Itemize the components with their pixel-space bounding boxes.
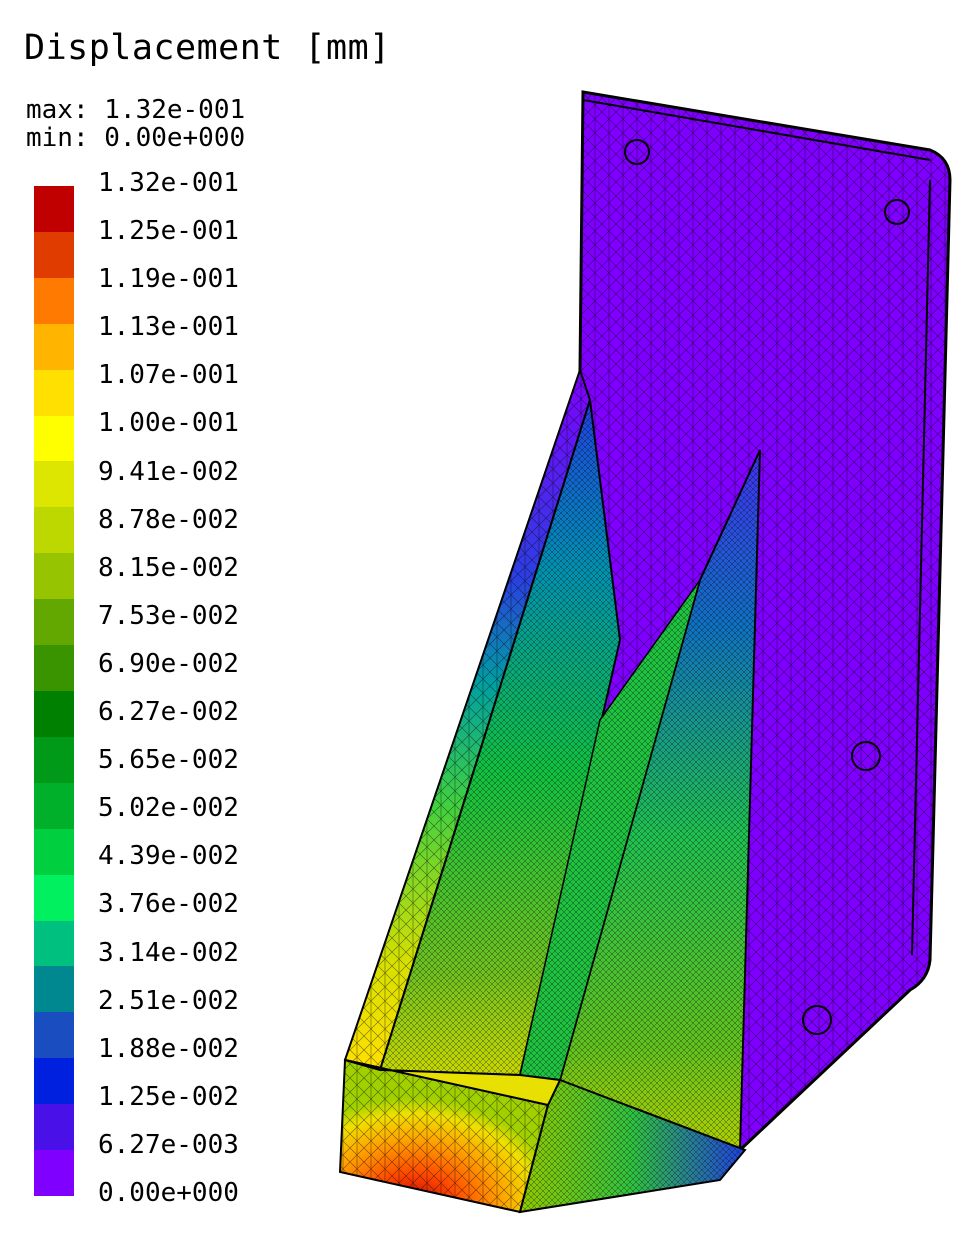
legend-swatch xyxy=(34,415,74,462)
legend-tick-label: 1.19e-001 xyxy=(98,264,239,295)
left-arm xyxy=(343,366,622,1077)
bolt-hole xyxy=(884,199,910,225)
legend-swatch xyxy=(34,1012,74,1059)
legend-tick-label: 5.65e-002 xyxy=(98,745,239,776)
legend-tick-label: 9.41e-002 xyxy=(98,456,239,487)
legend-swatch xyxy=(34,599,74,646)
legend-swatch xyxy=(34,369,74,417)
legend-swatch xyxy=(34,736,74,784)
legend-tick-label: 6.27e-003 xyxy=(98,1129,239,1160)
legend-tick-label: 3.76e-002 xyxy=(98,889,239,920)
legend-swatch xyxy=(34,1058,74,1105)
legend-swatch xyxy=(34,186,74,233)
legend-swatch xyxy=(34,1104,74,1151)
legend-tick-label: 1.13e-001 xyxy=(98,312,239,343)
legend-swatch xyxy=(34,645,74,692)
legend-tick-label: 1.32e-001 xyxy=(98,168,239,198)
right-arm xyxy=(519,449,761,1152)
legend-tick-label: 1.25e-001 xyxy=(98,216,239,247)
legend-swatch xyxy=(34,828,74,876)
legend-tick-label: 1.07e-001 xyxy=(98,360,239,391)
legend-swatch xyxy=(34,782,74,830)
legend-swatch xyxy=(34,461,74,508)
legend-swatch xyxy=(34,553,74,600)
legend-tick-label: 5.02e-002 xyxy=(98,793,239,824)
bolt-hole xyxy=(851,741,881,771)
plot-title: Displacement [mm] xyxy=(24,28,391,68)
legend-swatch xyxy=(34,1150,74,1197)
legend-swatch xyxy=(34,231,74,279)
legend-tick-label: 4.39e-002 xyxy=(98,841,239,872)
legend-tick-label: 2.51e-002 xyxy=(98,985,239,1016)
max-value: max: 1.32e-001 xyxy=(26,95,246,125)
legend-swatch xyxy=(34,507,74,554)
legend-swatch xyxy=(34,874,74,922)
legend-tick-label: 1.25e-002 xyxy=(98,1081,239,1112)
legend-tick-label: 8.78e-002 xyxy=(98,504,239,535)
base-block xyxy=(338,1058,747,1214)
legend-tick-label: 6.90e-002 xyxy=(98,648,239,679)
legend-tick-label: 1.00e-001 xyxy=(98,408,239,439)
legend-tick-label: 0.00e+000 xyxy=(98,1178,239,1208)
bolt-hole xyxy=(802,1005,832,1035)
legend-tick-label: 7.53e-002 xyxy=(98,600,239,631)
color-legend: 1.32e-001 1.25e-001 1.19e-001 1.13e-001 1.07… xyxy=(0,0,300,1254)
legend-swatch xyxy=(34,323,74,371)
legend-swatch xyxy=(34,691,74,738)
legend-swatch xyxy=(34,966,74,1013)
legend-tick-label: 8.15e-002 xyxy=(98,552,239,583)
bolt-hole xyxy=(624,139,650,165)
legend-tick-label: 1.88e-002 xyxy=(98,1033,239,1064)
legend-swatch xyxy=(34,920,74,967)
min-value: min: 0.00e+000 xyxy=(26,123,246,153)
legend-tick-label: 3.14e-002 xyxy=(98,937,239,968)
min-max-readout: max: 1.32e-001 min: 0.00e+000 xyxy=(26,96,245,152)
legend-swatch xyxy=(34,277,74,325)
legend-tick-label: 6.27e-002 xyxy=(98,697,239,728)
